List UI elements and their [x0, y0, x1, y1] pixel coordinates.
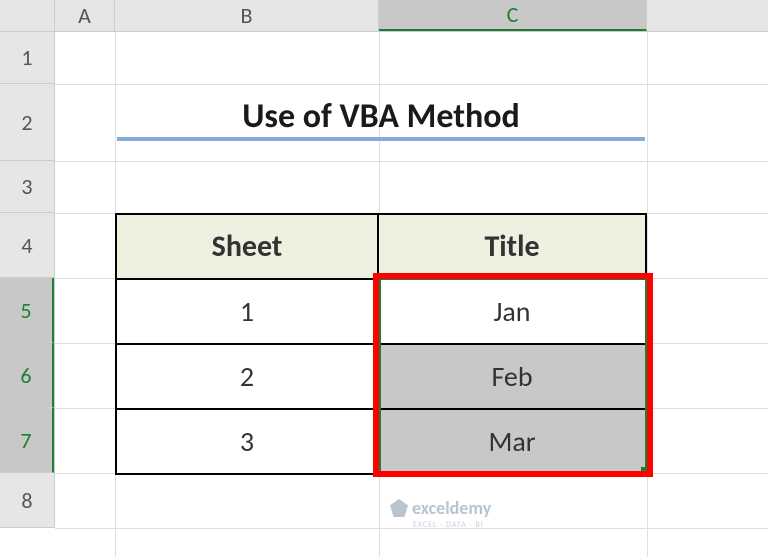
- row-header-5[interactable]: 5: [0, 278, 54, 343]
- row-header-8[interactable]: 8: [0, 473, 54, 528]
- table-row: 2 Feb: [117, 345, 645, 410]
- row-headers: 1 2 3 4 5 6 7 8: [0, 32, 55, 528]
- page-title: Use of VBA Method: [117, 96, 645, 141]
- gridline: [647, 32, 648, 557]
- table-header-title[interactable]: Title: [379, 215, 645, 278]
- table-cell[interactable]: Jan: [379, 280, 645, 343]
- data-table: Sheet Title 1 Jan 2 Feb 3 Mar: [115, 213, 647, 475]
- table-cell[interactable]: 2: [117, 345, 379, 408]
- grid-area[interactable]: Use of VBA Method Sheet Title 1 Jan 2 Fe…: [55, 32, 768, 557]
- gridline: [55, 84, 768, 85]
- row-header-4[interactable]: 4: [0, 213, 54, 278]
- row-header-3[interactable]: 3: [0, 161, 54, 213]
- col-header-a[interactable]: A: [55, 0, 115, 31]
- column-headers: A B C: [55, 0, 768, 32]
- row-header-6[interactable]: 6: [0, 343, 54, 408]
- col-header-b[interactable]: B: [115, 0, 379, 31]
- table-cell[interactable]: 1: [117, 280, 379, 343]
- gridline: [55, 161, 768, 162]
- col-header-c[interactable]: C: [379, 0, 647, 31]
- table-header-row: Sheet Title: [117, 215, 645, 280]
- watermark-subtitle: EXCEL · DATA · BI: [413, 520, 484, 530]
- table-cell[interactable]: 3: [117, 410, 379, 473]
- table-row: 1 Jan: [117, 280, 645, 345]
- select-all-corner[interactable]: [0, 0, 55, 32]
- row-header-7[interactable]: 7: [0, 408, 54, 473]
- row-header-2[interactable]: 2: [0, 84, 54, 161]
- row-header-1[interactable]: 1: [0, 32, 54, 84]
- table-row: 3 Mar: [117, 410, 645, 473]
- watermark-text: exceldemy: [412, 497, 491, 519]
- watermark-icon: [390, 499, 408, 517]
- table-cell[interactable]: Mar: [379, 410, 645, 473]
- gridline: [55, 528, 768, 529]
- table-cell[interactable]: Feb: [379, 345, 645, 408]
- table-header-sheet[interactable]: Sheet: [117, 215, 379, 278]
- watermark: exceldemy: [390, 497, 491, 519]
